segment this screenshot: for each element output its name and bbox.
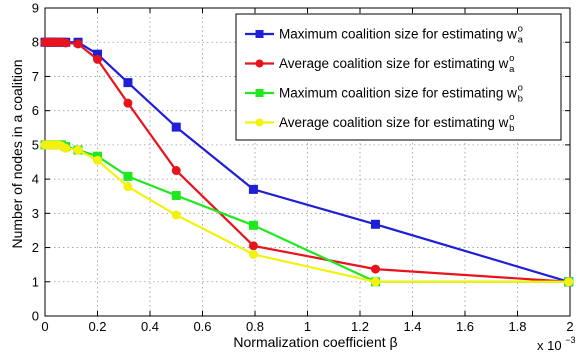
x-axis-multiplier-base: x 10 xyxy=(537,338,562,353)
legend-label-text: Average coalition size for estimating w xyxy=(279,56,509,71)
y-tick-label: 1 xyxy=(32,274,39,289)
data-point xyxy=(370,277,380,287)
legend-label: Average coalition size for estimating w xyxy=(279,56,509,71)
x-tick-label: 0.4 xyxy=(141,319,159,334)
axis-ticks: 0 0.2 0.4 0.6 0.8 1 1.2 1.4 1.6 1.8 2 0 1 2 3 4 5 6 7 8 9 xyxy=(32,1,574,335)
data-point xyxy=(73,39,83,49)
legend-label-text: Maximum coalition size for estimating w xyxy=(279,86,517,101)
x-tick-label: 1 xyxy=(304,319,311,334)
data-point xyxy=(123,182,133,192)
legend-label: Maximum coalition size for estimating w xyxy=(279,86,517,101)
x-axis-multiplier-exponent: −3 xyxy=(565,335,575,345)
y-axis-label: Number of nodes in a coalition xyxy=(9,59,25,248)
series-2 xyxy=(40,37,574,287)
data-point xyxy=(171,166,181,176)
data-point xyxy=(171,191,181,201)
legend-label-subscript: a xyxy=(518,35,524,46)
y-tick-label: 9 xyxy=(32,1,39,16)
y-tick-label: 7 xyxy=(32,69,39,84)
x-tick-label: 0.8 xyxy=(246,319,264,334)
data-series xyxy=(40,37,574,287)
legend-swatch-marker xyxy=(255,30,264,38)
data-point xyxy=(248,249,258,259)
legend-swatch-marker xyxy=(255,89,264,97)
series-4 xyxy=(40,140,574,287)
x-axis-label: Normalization coefficient β xyxy=(233,334,397,350)
x-tick-label: 0.6 xyxy=(193,319,211,334)
x-tick-label: 1.4 xyxy=(403,319,421,334)
x-axis-multiplier: x 10 −3 xyxy=(537,335,575,353)
legend-label-superscript: o xyxy=(509,53,514,64)
legend-label: Maximum coalition size for estimating w xyxy=(279,27,517,42)
legend-swatch-marker xyxy=(255,118,264,127)
x-tick-label: 0 xyxy=(41,319,48,334)
data-point xyxy=(73,145,83,155)
data-point xyxy=(123,171,133,181)
x-tick-label: 2 xyxy=(566,319,573,334)
data-point xyxy=(248,220,258,230)
legend-label-text: Maximum coalition size for estimating w xyxy=(279,27,517,42)
data-point xyxy=(171,210,181,220)
legend-label-superscript: o xyxy=(518,24,523,35)
y-tick-label: 3 xyxy=(32,206,39,221)
data-point xyxy=(123,78,133,88)
legend-label-superscript: o xyxy=(518,83,523,94)
data-point xyxy=(248,241,258,251)
data-point xyxy=(370,219,380,229)
legend-label-superscript: o xyxy=(509,112,514,123)
y-tick-label: 4 xyxy=(32,172,39,187)
y-tick-label: 8 xyxy=(32,35,39,50)
x-tick-label: 0.2 xyxy=(88,319,106,334)
legend-box xyxy=(235,13,562,141)
data-point xyxy=(61,38,71,48)
data-point xyxy=(370,264,380,274)
y-tick-label: 2 xyxy=(32,240,39,255)
legend-label: Average coalition size for estimating w xyxy=(279,115,509,130)
data-point xyxy=(248,184,258,194)
legend-swatch-marker xyxy=(255,59,264,68)
data-point xyxy=(93,54,102,64)
x-tick-label: 1.6 xyxy=(456,319,474,334)
data-point xyxy=(61,143,71,153)
y-tick-label: 6 xyxy=(32,103,39,118)
data-point xyxy=(123,98,133,108)
x-tick-label: 1.8 xyxy=(508,319,526,334)
legend-label-subscript: a xyxy=(509,64,515,75)
data-point xyxy=(171,122,181,132)
legend-label-subscript: b xyxy=(518,94,523,105)
x-tick-label: 1.2 xyxy=(351,319,369,334)
y-tick-label: 5 xyxy=(32,137,39,152)
data-point xyxy=(564,277,574,287)
legend-label-text: Average coalition size for estimating w xyxy=(279,115,509,130)
data-point xyxy=(93,155,102,165)
legend-label-subscript: b xyxy=(509,123,514,134)
y-tick-label: 0 xyxy=(32,309,39,324)
